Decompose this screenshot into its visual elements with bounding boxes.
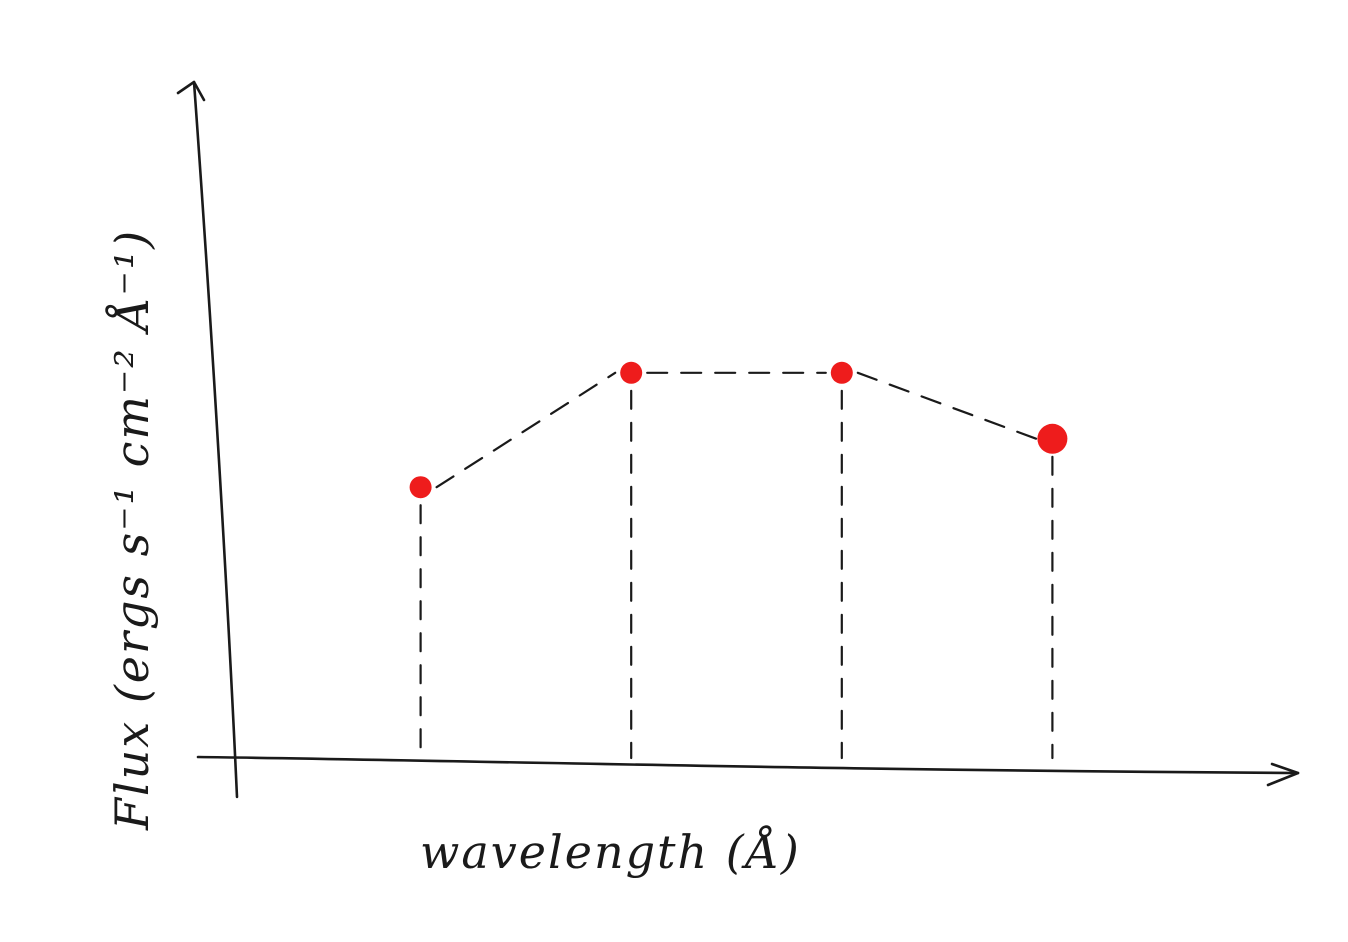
data-points [409, 361, 1068, 499]
data-point [409, 476, 432, 499]
connecting-lines [435, 371, 1038, 489]
data-point [830, 361, 853, 384]
connecting-line-segment [856, 371, 1038, 440]
x-axis-label: wavelength (Å) [420, 824, 801, 879]
connecting-line-segment [435, 371, 617, 489]
drop-lines [419, 389, 1054, 760]
y-axis-arrow-icon [176, 80, 206, 102]
x-axis-arrow-icon [1266, 762, 1300, 787]
x-axis-line [196, 755, 1300, 775]
y-axis-line [192, 80, 239, 799]
y-axis-label: Flux (ergs s⁻¹ cm⁻² Å⁻¹) [104, 229, 159, 831]
data-point [620, 361, 643, 384]
data-point [1037, 423, 1068, 454]
